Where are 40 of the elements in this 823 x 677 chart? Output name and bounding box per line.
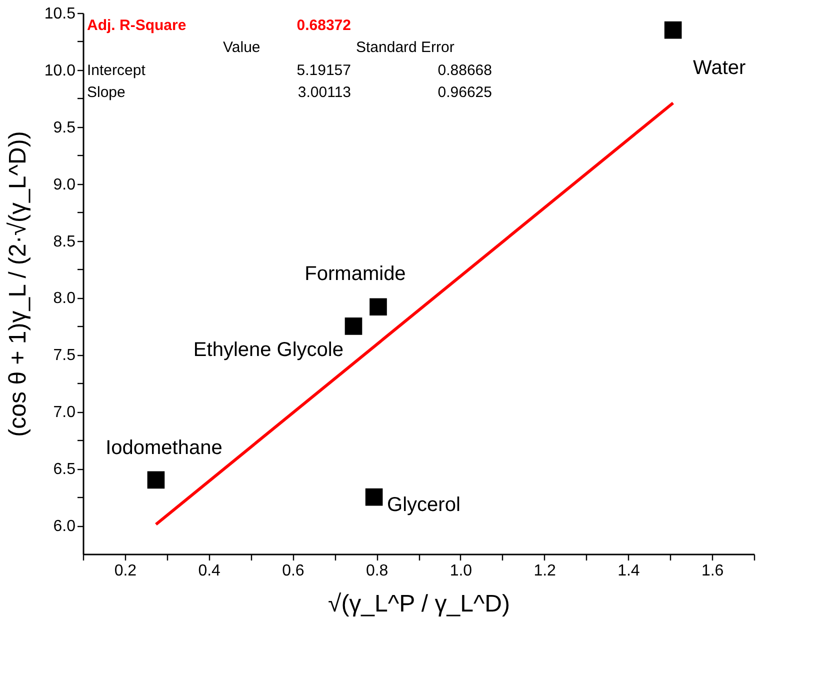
y-axis-title: (cos θ + 1)γ_L / (2·√(γ_L^D)) <box>4 131 32 437</box>
annotation: Glycerol <box>387 494 460 516</box>
y-tick-label: 10.5 <box>44 6 76 22</box>
x-tick-label: 0.8 <box>366 562 388 580</box>
annotation: 3.00113 <box>298 84 351 101</box>
point <box>147 471 165 489</box>
x-axis-title: √(γ_L^P / γ_L^D) <box>328 590 510 618</box>
y-tick-label: 9.5 <box>53 119 76 136</box>
x-tick-label: 0.2 <box>114 562 137 580</box>
annotation: Water <box>693 57 746 80</box>
y-tick-label: 6.0 <box>53 518 76 536</box>
y-tick-label: 8.0 <box>53 290 76 308</box>
y-tick-label: 9.0 <box>53 176 76 194</box>
annotation: Ethylene Glycole <box>193 339 344 362</box>
point <box>344 318 362 335</box>
annotation: 5.19157 <box>296 62 351 79</box>
annotation: Iodomethane <box>106 436 222 459</box>
y-tick-label: 7.0 <box>53 404 76 422</box>
x-tick-label: 1.6 <box>701 562 724 580</box>
annotation: Intercept <box>87 62 146 79</box>
point <box>365 488 383 506</box>
y-tick-label: 8.5 <box>53 233 76 250</box>
annotation: 0.88668 <box>438 62 492 79</box>
annotation: Slope <box>87 84 126 101</box>
annotation: 0.96625 <box>438 84 492 101</box>
y-tick-label: 6.5 <box>53 461 76 478</box>
x-tick-label: 1.4 <box>618 562 640 580</box>
x-tick-label: 0.4 <box>198 562 221 580</box>
x-tick-label: 0.6 <box>282 562 304 580</box>
annotation: Formamide <box>304 262 406 285</box>
annotation: 0.68372 <box>296 17 351 34</box>
x-tick-label: 1.0 <box>450 562 472 580</box>
point <box>664 21 682 39</box>
point <box>370 298 387 316</box>
y-tick-label: 10.0 <box>44 62 76 80</box>
annotation: Adj. R-Square <box>87 17 186 34</box>
y-tick-label: 7.5 <box>53 347 76 364</box>
annotation: Standard Error <box>356 39 454 56</box>
annotation: Value <box>223 39 260 56</box>
x-tick-label: 1.2 <box>534 562 556 580</box>
